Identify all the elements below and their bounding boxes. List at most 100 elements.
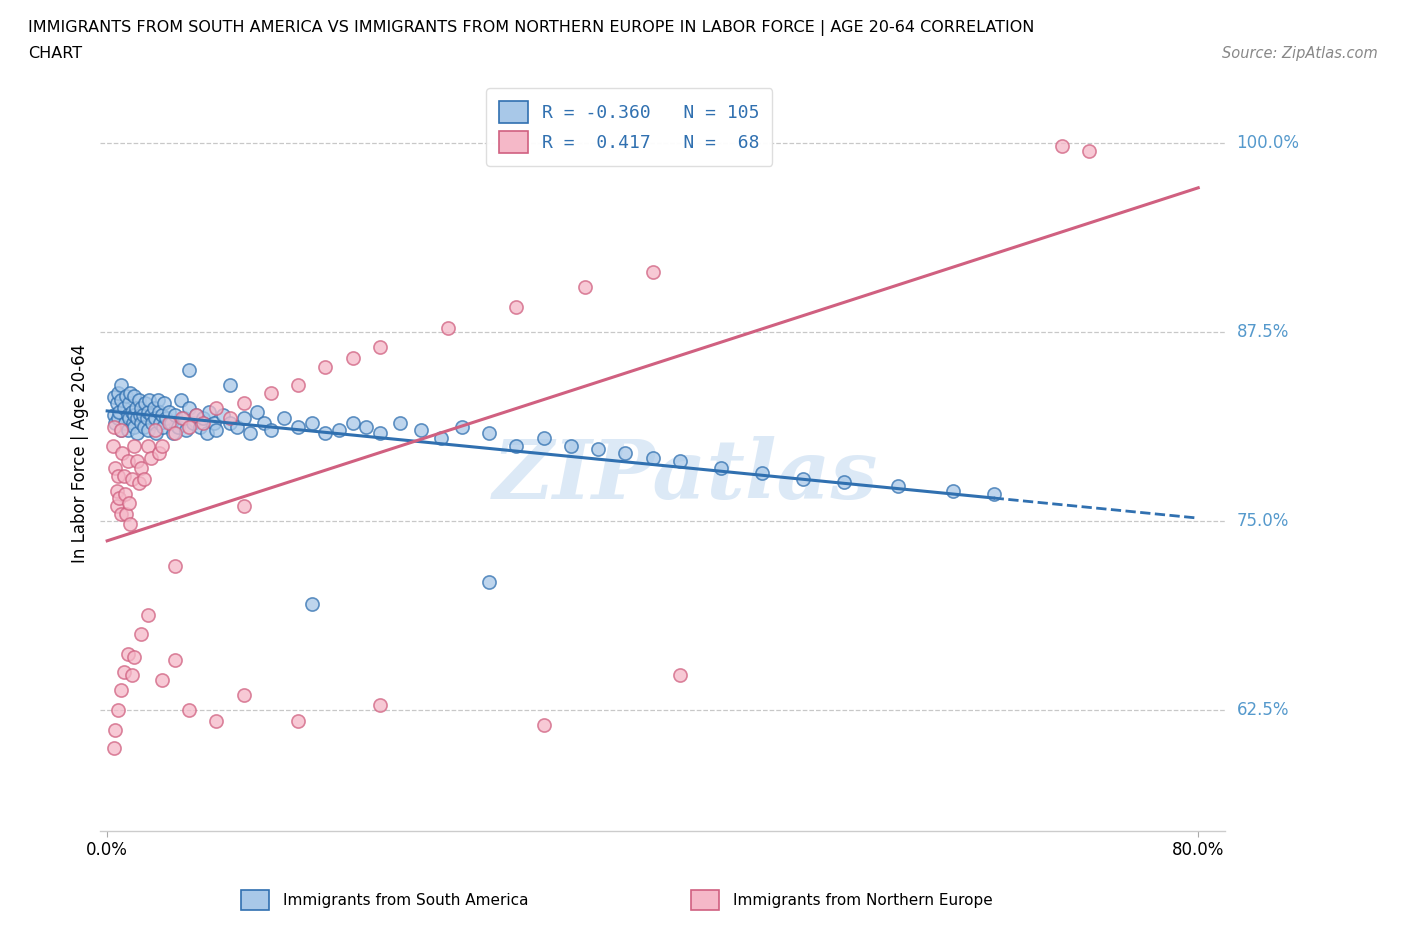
Point: [287, 378, 309, 392]
Point: [641, 450, 664, 465]
Point: [172, 411, 194, 426]
Point: [246, 405, 269, 419]
Point: [205, 400, 228, 415]
Point: [136, 607, 159, 622]
Point: [150, 408, 173, 423]
Point: [108, 405, 131, 419]
Point: [505, 438, 527, 453]
Point: [586, 441, 609, 456]
Point: [120, 517, 142, 532]
Point: [314, 426, 336, 441]
Point: [430, 431, 453, 445]
Point: [127, 426, 149, 441]
Point: [148, 445, 170, 460]
Text: 87.5%: 87.5%: [1237, 324, 1289, 341]
Point: [368, 340, 391, 355]
Point: [112, 469, 135, 484]
Point: [146, 392, 169, 407]
Point: [136, 405, 159, 419]
Point: [184, 408, 207, 423]
Y-axis label: In Labor Force | Age 20-64: In Labor Force | Age 20-64: [72, 343, 89, 563]
Point: [117, 453, 139, 468]
Point: [110, 506, 132, 521]
Point: [101, 438, 124, 453]
Point: [232, 411, 254, 426]
Point: [118, 496, 141, 511]
Text: 100.0%: 100.0%: [1237, 135, 1299, 153]
Point: [505, 299, 527, 314]
Point: [533, 718, 555, 733]
Point: [125, 400, 148, 415]
Point: [232, 498, 254, 513]
Point: [212, 408, 235, 423]
Point: [195, 426, 218, 441]
Point: [260, 385, 283, 400]
Point: [287, 713, 309, 728]
Point: [124, 438, 146, 453]
Point: [135, 411, 157, 426]
Point: [574, 280, 596, 295]
Point: [174, 423, 197, 438]
Point: [152, 420, 174, 435]
Point: [165, 653, 187, 668]
Text: Immigrants from Northern Europe: Immigrants from Northern Europe: [733, 893, 993, 908]
Point: [115, 388, 138, 403]
Point: [887, 479, 910, 494]
Point: [129, 408, 152, 423]
Point: [128, 392, 150, 407]
Point: [205, 423, 228, 438]
Point: [117, 408, 139, 423]
Point: [115, 506, 138, 521]
Point: [132, 420, 155, 435]
Point: [157, 405, 180, 419]
Point: [134, 396, 156, 411]
Point: [450, 420, 472, 435]
Point: [112, 400, 135, 415]
Point: [127, 453, 149, 468]
Point: [114, 486, 136, 501]
Point: [260, 423, 283, 438]
Point: [121, 472, 143, 486]
Point: [160, 416, 183, 431]
Point: [121, 668, 143, 683]
Text: Immigrants from South America: Immigrants from South America: [283, 893, 529, 908]
Point: [198, 405, 221, 419]
Point: [232, 396, 254, 411]
Point: [478, 426, 501, 441]
Point: [110, 683, 132, 698]
Point: [533, 431, 555, 445]
Point: [107, 385, 129, 400]
Point: [191, 411, 214, 426]
Point: [128, 476, 150, 491]
Point: [368, 426, 391, 441]
Point: [669, 668, 692, 683]
Point: [225, 420, 247, 435]
Point: [253, 416, 276, 431]
Point: [143, 411, 166, 426]
Point: [191, 416, 214, 431]
Point: [356, 420, 378, 435]
Point: [368, 698, 391, 712]
Point: [165, 426, 187, 441]
Point: [165, 408, 187, 423]
Point: [155, 411, 177, 426]
Point: [389, 416, 412, 431]
Point: [138, 392, 160, 407]
Point: [114, 416, 136, 431]
Point: [103, 420, 125, 435]
Point: [104, 460, 127, 475]
Point: [149, 416, 172, 431]
Point: [112, 665, 135, 680]
Point: [108, 491, 131, 506]
Point: [120, 385, 142, 400]
Text: 75.0%: 75.0%: [1237, 512, 1289, 530]
Point: [139, 408, 162, 423]
Point: [409, 423, 432, 438]
Point: [342, 351, 364, 365]
Text: 62.5%: 62.5%: [1237, 701, 1289, 719]
Point: [219, 416, 242, 431]
Point: [129, 627, 152, 642]
Point: [669, 453, 692, 468]
Point: [124, 420, 146, 435]
Point: [162, 426, 184, 441]
